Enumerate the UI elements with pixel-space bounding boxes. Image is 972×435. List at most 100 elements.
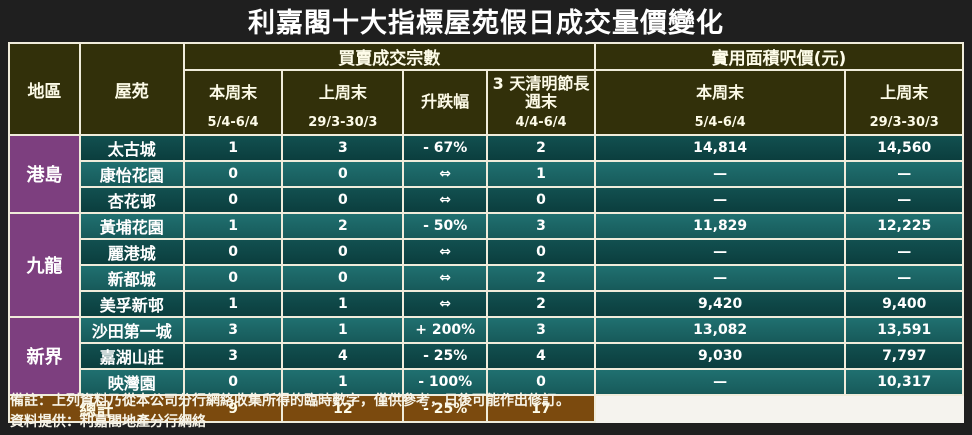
cell-price-this-weekend: 9,030 [593, 342, 847, 370]
table-row: 新界 沙田第一城 3 1 + 200% 3 13,082 13,591 [8, 316, 964, 396]
cell-price-this-weekend: — [593, 238, 847, 266]
cell-change: - 50% [402, 212, 489, 240]
estate-cell: 新都城 [78, 264, 185, 292]
cell-this-weekend-count: 0 [182, 368, 284, 396]
cell-this-weekend-count: 3 [182, 316, 284, 344]
estate-cell: 麗港城 [78, 238, 185, 266]
cell-this-weekend-count: 3 [182, 342, 284, 370]
header-price-group: 實用面積呎價(元) [593, 42, 965, 71]
cell-holiday-count: 2 [486, 134, 596, 162]
cell-change: + 200% [402, 316, 489, 344]
cell-last-weekend-count: 0 [281, 186, 405, 214]
cell-holiday-count: 3 [486, 212, 596, 240]
cell-change: ⇔ [402, 186, 489, 214]
table-row: 新都城 0 0 ⇔ 2 — — [9, 264, 964, 292]
subheader-holiday-weekend: 3 天清明節長週末 4/4-6/4 [486, 69, 596, 136]
cell-holiday-count: 2 [486, 264, 596, 292]
total-row: 總計 9 12 - 25% 17 [8, 394, 964, 423]
subheader-date: 29/3-30/3 [308, 115, 378, 130]
region-cell: 港島 [8, 134, 81, 214]
subheader-date: 4/4-6/4 [515, 115, 567, 130]
region-cell: 新界 [8, 316, 81, 396]
cell-price-this-weekend: 9,420 [593, 290, 847, 318]
estate-cell: 美孚新邨 [78, 290, 185, 318]
cell-price-this-weekend: — [593, 368, 847, 396]
header-sales-group: 買賣成交宗數 [182, 42, 596, 71]
cell-holiday-count: 0 [486, 238, 596, 266]
table-row: 九龍 黃埔花園 1 2 - 50% 3 11,829 12,225 [8, 212, 964, 318]
cell-price-last-weekend: 9,400 [844, 290, 964, 318]
cell-last-weekend-count: 0 [281, 264, 405, 292]
subheader-label: 上周末 [318, 82, 367, 102]
table-row: 麗港城 0 0 ⇔ 0 — — [9, 238, 964, 266]
cell-price-last-weekend: — [844, 186, 964, 214]
cell-price-last-weekend: 13,591 [844, 316, 964, 344]
estate-cell: 杏花邨 [78, 186, 185, 214]
cell-last-weekend-count: 0 [281, 238, 405, 266]
cell-price-this-weekend: 14,814 [593, 134, 847, 162]
data-table: 地區 屋苑 買賣成交宗數 實用面積呎價(元) 本周末 5/4-6/4 上周末 2… [8, 42, 965, 423]
cell-change: ⇔ [402, 160, 489, 188]
estate-cell: 康怡花園 [78, 160, 185, 188]
table-row: 美孚新邨 1 1 ⇔ 2 9,420 9,400 [9, 290, 964, 318]
footer-source: 資料提供：利嘉閣地產分行網絡 [10, 414, 206, 430]
cell-this-weekend-count: 0 [182, 160, 284, 188]
estate-cell: 嘉湖山莊 [78, 342, 185, 370]
cell-price-last-weekend: — [844, 160, 964, 188]
cell-holiday-count: 3 [486, 316, 596, 344]
estate-cell: 太古城 [78, 134, 185, 162]
cell-this-weekend-count: 1 [182, 134, 284, 162]
header-estate: 屋苑 [78, 42, 185, 136]
header-region: 地區 [8, 42, 81, 136]
table-row: 映灣園 0 1 - 100% 0 — 10,317 [9, 368, 964, 396]
cell-price-last-weekend: — [844, 264, 964, 292]
total-change: - 25% [402, 394, 489, 423]
subheader-price-last-weekend: 上周末 29/3-30/3 [844, 69, 964, 136]
header-group-row: 地區 屋苑 買賣成交宗數 實用面積呎價(元) [8, 42, 965, 136]
cell-holiday-count: 1 [486, 160, 596, 188]
subheader-label: 3 天清明節長週末 [492, 73, 590, 111]
cell-change: ⇔ [402, 290, 489, 318]
subheader-date: 5/4-6/4 [207, 115, 259, 130]
cell-this-weekend-count: 1 [182, 212, 284, 240]
cell-price-last-weekend: — [844, 238, 964, 266]
estate-cell: 黃埔花園 [78, 212, 185, 240]
cell-holiday-count: 2 [486, 290, 596, 318]
cell-last-weekend-count: 1 [281, 316, 405, 344]
cell-this-weekend-count: 1 [182, 290, 284, 318]
cell-price-this-weekend: — [593, 160, 847, 188]
table-row: 嘉湖山莊 3 4 - 25% 4 9,030 7,797 [9, 342, 964, 370]
table-row: 杏花邨 0 0 ⇔ 0 — — [9, 186, 964, 214]
cell-change: ⇔ [402, 238, 489, 266]
subheader-sales-last-weekend: 上周末 29/3-30/3 [281, 69, 405, 136]
table-row: 港島 太古城 1 3 - 67% 2 14,814 14,560 [8, 134, 964, 214]
subheader-label: 上周末 [880, 82, 929, 102]
cell-price-this-weekend: — [593, 186, 847, 214]
cell-last-weekend-count: 1 [281, 290, 405, 318]
subheader-change: 升跌幅 [402, 69, 489, 136]
cell-this-weekend-count: 0 [182, 264, 284, 292]
cell-holiday-count: 0 [486, 368, 596, 396]
cell-price-last-weekend: 12,225 [844, 212, 964, 240]
cell-holiday-count: 0 [486, 186, 596, 214]
cell-holiday-count: 4 [486, 342, 596, 370]
cell-last-weekend-count: 2 [281, 212, 405, 240]
subheader-price-this-weekend: 本周末 5/4-6/4 [593, 69, 847, 136]
footer: 備註：上列資料乃從本公司分行網絡收集所得的臨時數字，僅供參考，日後可能作出修訂。… [10, 391, 960, 433]
cell-price-this-weekend: — [593, 264, 847, 292]
cell-price-this-weekend: 13,082 [593, 316, 847, 344]
subheader-label: 本周末 [696, 82, 745, 102]
total-blank-cell [844, 394, 964, 423]
subheader-sales-this-weekend: 本周末 5/4-6/4 [182, 69, 284, 136]
subheader-label: 本周末 [209, 82, 258, 102]
cell-price-last-weekend: 10,317 [844, 368, 964, 396]
header-sub-row: 本周末 5/4-6/4 上周末 29/3-30/3 升跌幅 3 天清明節長週末 … [9, 69, 964, 136]
footer-note: 備註：上列資料乃從本公司分行網絡收集所得的臨時數字，僅供參考，日後可能作出修訂。 [10, 393, 570, 409]
cell-price-this-weekend: 11,829 [593, 212, 847, 240]
total-blank-cell [593, 394, 847, 423]
cell-last-weekend-count: 3 [281, 134, 405, 162]
subheader-date: 29/3-30/3 [869, 115, 939, 130]
total-holiday-count: 17 [486, 394, 596, 423]
cell-price-last-weekend: 14,560 [844, 134, 964, 162]
table-row: 康怡花園 0 0 ⇔ 1 — — [9, 160, 964, 188]
